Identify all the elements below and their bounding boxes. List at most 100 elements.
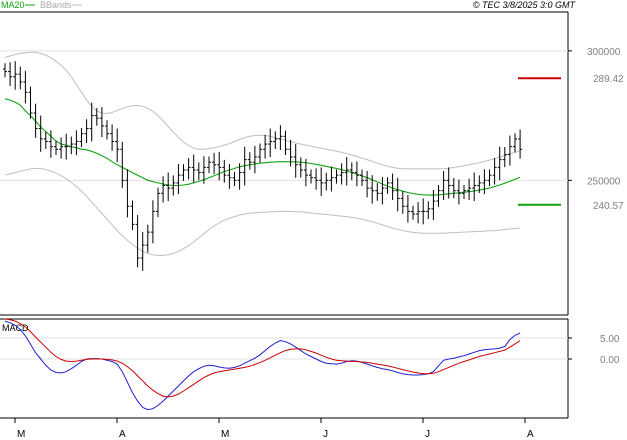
month-label: A [119, 429, 126, 440]
ma20-line [4, 98, 521, 196]
ohlc-bar [482, 169, 487, 195]
ohlc-bar [365, 171, 370, 198]
ohlc-bar [8, 62, 13, 87]
price-gridlines [0, 50, 568, 181]
resistance-label: 289.42 [593, 74, 624, 85]
ohlc-bar [431, 189, 436, 220]
ohlc-bar [477, 175, 482, 194]
ohlc-bar [334, 169, 339, 184]
ohlc-bar [370, 175, 375, 204]
ohlc-bar [145, 224, 150, 253]
ohlc-bar [94, 108, 99, 126]
ohlc-bar [89, 102, 94, 142]
ohlc-bar [110, 124, 115, 151]
ohlc-bar [375, 183, 380, 201]
ohlc-bar [344, 157, 349, 186]
macd-tick-label: 5.00 [600, 334, 620, 345]
ohlc-bar [222, 159, 227, 183]
price-axis-ticks: 300000 250000 [568, 47, 621, 187]
copyright-notice: © TEC 3/8/2025 3:0 GMT [473, 0, 577, 10]
price-tick-label: 300000 [587, 47, 621, 58]
ohlc-bar [467, 178, 472, 201]
ohlc-bar [181, 164, 186, 181]
ohlc-bar [390, 173, 395, 201]
ohlc-bar [456, 179, 461, 205]
ohlc-bar [156, 187, 160, 218]
ohlc-bar [314, 168, 319, 190]
ohlc-bar [492, 158, 497, 185]
ohlc-bar [436, 184, 441, 207]
ohlc-bar [201, 156, 206, 184]
ohlc-bar [502, 146, 507, 168]
ohlc-bar [135, 215, 140, 268]
ohlc-bar [232, 172, 237, 187]
ohlc-bar [43, 131, 48, 149]
ohlc-bar [171, 175, 176, 196]
ohlc-bar [405, 195, 410, 223]
macd-tick-label: 0.00 [600, 355, 620, 366]
ohlc-bar [349, 162, 354, 181]
reference-lines: 289.42 240.57 [518, 74, 624, 212]
ohlc-bar [69, 136, 74, 155]
ohlc-bar [298, 157, 303, 178]
month-label: M [221, 429, 229, 440]
ohlc-bar [161, 176, 166, 203]
ohlc-bar [513, 133, 517, 153]
ohlc-bar [54, 140, 58, 155]
ohlc-bar [64, 133, 69, 160]
ohlc-bar [518, 129, 523, 159]
ohlc-bar [309, 169, 313, 184]
ohlc-bar [411, 205, 415, 220]
ohlc-bar [242, 146, 247, 186]
support-label: 240.57 [593, 201, 624, 212]
month-label: M [17, 429, 25, 440]
ohlc-bar [273, 131, 278, 149]
ohlc-bar [507, 135, 512, 166]
ohlc-bar [319, 167, 324, 196]
ohlc-bar [28, 86, 33, 119]
legend-ma20-label: MA20 [1, 0, 25, 10]
ohlc-bar [3, 63, 7, 78]
ohlc-bar [258, 143, 262, 163]
ohlc-bar [360, 169, 364, 187]
ohlc-bar [237, 163, 242, 190]
bbands-lower-line [4, 167, 521, 256]
ohlc-bar [247, 152, 252, 170]
ohlc-bar [13, 61, 18, 90]
ohlc-bar [79, 128, 84, 148]
ohlc-bar [268, 128, 273, 158]
ohlc-bar [324, 172, 329, 191]
ohlc-bar [115, 128, 120, 163]
ohlc-bar [288, 139, 293, 167]
ohlc-bar [303, 158, 308, 187]
ohlc-bar [263, 134, 268, 159]
legend-bbands-label: BBands [40, 0, 72, 10]
ohlc-bar [207, 156, 211, 174]
ohlc-bar [451, 178, 456, 199]
ohlc-bar [176, 164, 181, 195]
ohlc-bar [196, 162, 201, 181]
ohlc-bar [84, 119, 89, 144]
ohlc-bar [59, 137, 64, 159]
ohlc-bar [462, 184, 466, 199]
ohlc-bar [18, 66, 23, 90]
ohlc-bar [487, 169, 492, 187]
ohlc-bar [380, 176, 385, 205]
ohlc-bar [120, 141, 125, 188]
ohlc-bar [278, 125, 283, 151]
ohlc-bar [48, 130, 53, 158]
price-pane: 300000 250000 289.42 240.57 [0, 11, 624, 316]
ohlc-bar [441, 171, 446, 201]
ohlc-bar [130, 200, 135, 231]
ohlc-bar [329, 166, 334, 192]
ohlc-bar [416, 202, 421, 224]
macd-line [4, 320, 521, 411]
ohlc-bar [140, 232, 145, 271]
ohlc-bar [212, 152, 217, 175]
ohlc-bar [186, 158, 191, 180]
ohlc-bar [99, 107, 104, 138]
ohlc-bar [33, 103, 38, 138]
ohlc-bar [166, 172, 171, 202]
